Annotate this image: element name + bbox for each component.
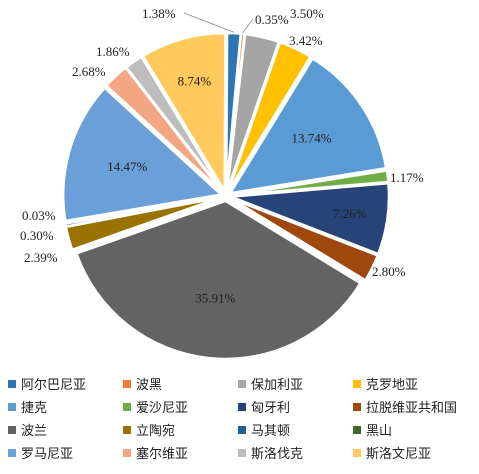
pie-slice [63,195,222,225]
legend-label: 斯洛伐克 [251,447,303,462]
legend-swatch [8,403,16,411]
legend-label: 波黑 [136,378,162,393]
slice-label: 0.30% [20,228,54,243]
legend-swatch [8,380,16,388]
legend-item: 波兰 [8,424,47,439]
legend-swatch [353,403,361,411]
legend-label: 阿尔巴尼亚 [21,378,86,393]
legend-swatch [238,426,246,434]
slice-label: 35.91% [195,290,235,305]
legend-item: 阿尔巴尼亚 [8,378,86,393]
slice-label: 3.42% [289,33,323,48]
legend-label: 波兰 [21,424,47,439]
legend-item: 波黑 [123,378,162,393]
legend-item: 塞尔维亚 [123,446,188,462]
legend-swatch [353,380,361,388]
slice-label: 8.74% [178,74,212,89]
legend-item: 立陶宛 [123,423,175,439]
slice-label: 13.74% [291,131,331,146]
legend-item: 保加利亚 [238,378,303,393]
leader-lines [183,12,254,34]
legend-item: 克罗地亚 [353,378,418,393]
legend-item: 马其顿 [238,424,290,439]
slice-label: 1.86% [96,44,130,59]
legend-swatch [8,449,16,457]
legend-swatch [123,380,131,388]
legend-label: 塞尔维亚 [136,446,188,462]
leader-line [242,18,254,34]
legend-label: 保加利亚 [251,378,303,393]
legend-swatch [238,380,246,388]
legend-label: 斯洛文尼亚 [366,447,431,462]
legend-label: 黑山 [366,424,392,439]
legend-item: 黑山 [353,424,392,439]
pie-slice [141,31,227,196]
leader-line [183,12,235,33]
slice-label: 2.39% [24,250,58,265]
pie-slice [226,40,313,193]
legend-swatch [238,449,246,457]
legend-swatch [353,426,361,434]
legend-swatch [353,449,361,457]
legend-item: 斯洛文尼亚 [353,447,431,462]
legend-label: 拉脱维亚共和国 [366,401,457,416]
slice-label: 2.80% [372,264,406,279]
legend-label: 爱沙尼亚 [136,401,188,416]
legend-swatch [123,449,131,457]
data-labels: 1.38% 0.35% 3.50% 3.42% 13.74% 1.17% 7.26% 2.80… [20,6,424,305]
legend-swatch [8,426,16,434]
pie-slices [62,31,391,361]
slice-label: 1.17% [390,170,424,185]
legend-swatch [123,403,131,411]
legend-label: 马其顿 [251,424,290,439]
pie-slice [230,181,391,256]
legend-item: 匈牙利 [238,401,290,416]
slice-label: 1.38% [142,6,176,21]
pie-slice [227,56,388,195]
legend-label: 匈牙利 [251,401,290,416]
legend-label: 立陶宛 [136,423,175,439]
legend-label: 捷克 [21,401,47,416]
legend-item: 罗马尼亚 [8,447,73,462]
slice-label: 0.35% [255,12,289,27]
legend-swatch [238,403,246,411]
pie-slice [229,197,380,283]
legend-label: 克罗地亚 [366,378,418,393]
legend-swatch [123,426,131,434]
pie-slice [62,86,224,223]
slice-label: 7.26% [333,206,367,221]
legend-item: 斯洛伐克 [238,447,303,462]
legend-item: 拉脱维亚共和国 [353,401,457,416]
legend-item: 爱沙尼亚 [123,401,188,416]
slice-label: 3.50% [290,6,324,21]
pie-slice [230,168,390,197]
legend-item: 捷克 [8,401,47,416]
legend-label: 罗马尼亚 [21,447,73,462]
pie-slice [74,199,363,361]
slice-label: 14.47% [107,159,147,174]
slice-label: 2.68% [72,64,106,79]
pie-slice [124,54,225,193]
slice-label: 0.03% [22,208,56,223]
